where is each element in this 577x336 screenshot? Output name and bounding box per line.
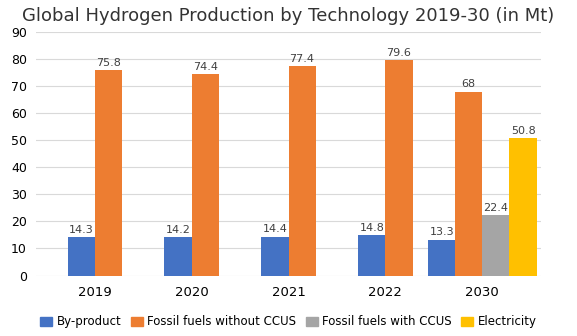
Bar [385, 60, 413, 276]
Bar [288, 66, 316, 276]
Text: 79.6: 79.6 [387, 48, 411, 58]
Text: 77.4: 77.4 [290, 54, 314, 64]
Text: 14.8: 14.8 [359, 223, 384, 233]
Bar [509, 138, 537, 276]
Bar [428, 240, 455, 276]
Bar [455, 92, 482, 276]
Text: 74.4: 74.4 [193, 62, 218, 72]
Bar [358, 236, 385, 276]
Text: 14.3: 14.3 [69, 225, 93, 235]
Bar [95, 71, 122, 276]
Text: 22.4: 22.4 [484, 203, 508, 213]
Text: 68: 68 [462, 79, 476, 89]
Text: 14.4: 14.4 [263, 224, 287, 235]
Bar [482, 215, 509, 276]
Text: 13.3: 13.3 [429, 227, 454, 237]
Text: 14.2: 14.2 [166, 225, 190, 235]
Text: 50.8: 50.8 [511, 126, 535, 136]
Text: 75.8: 75.8 [96, 58, 121, 68]
Bar [164, 237, 192, 276]
Title: Global Hydrogen Production by Technology 2019-30 (in Mt): Global Hydrogen Production by Technology… [23, 7, 554, 25]
Legend: By-product, Fossil fuels without CCUS, Fossil fuels with CCUS, Electricity: By-product, Fossil fuels without CCUS, F… [35, 311, 542, 333]
Bar [68, 237, 95, 276]
Bar [261, 237, 288, 276]
Bar [192, 74, 219, 276]
